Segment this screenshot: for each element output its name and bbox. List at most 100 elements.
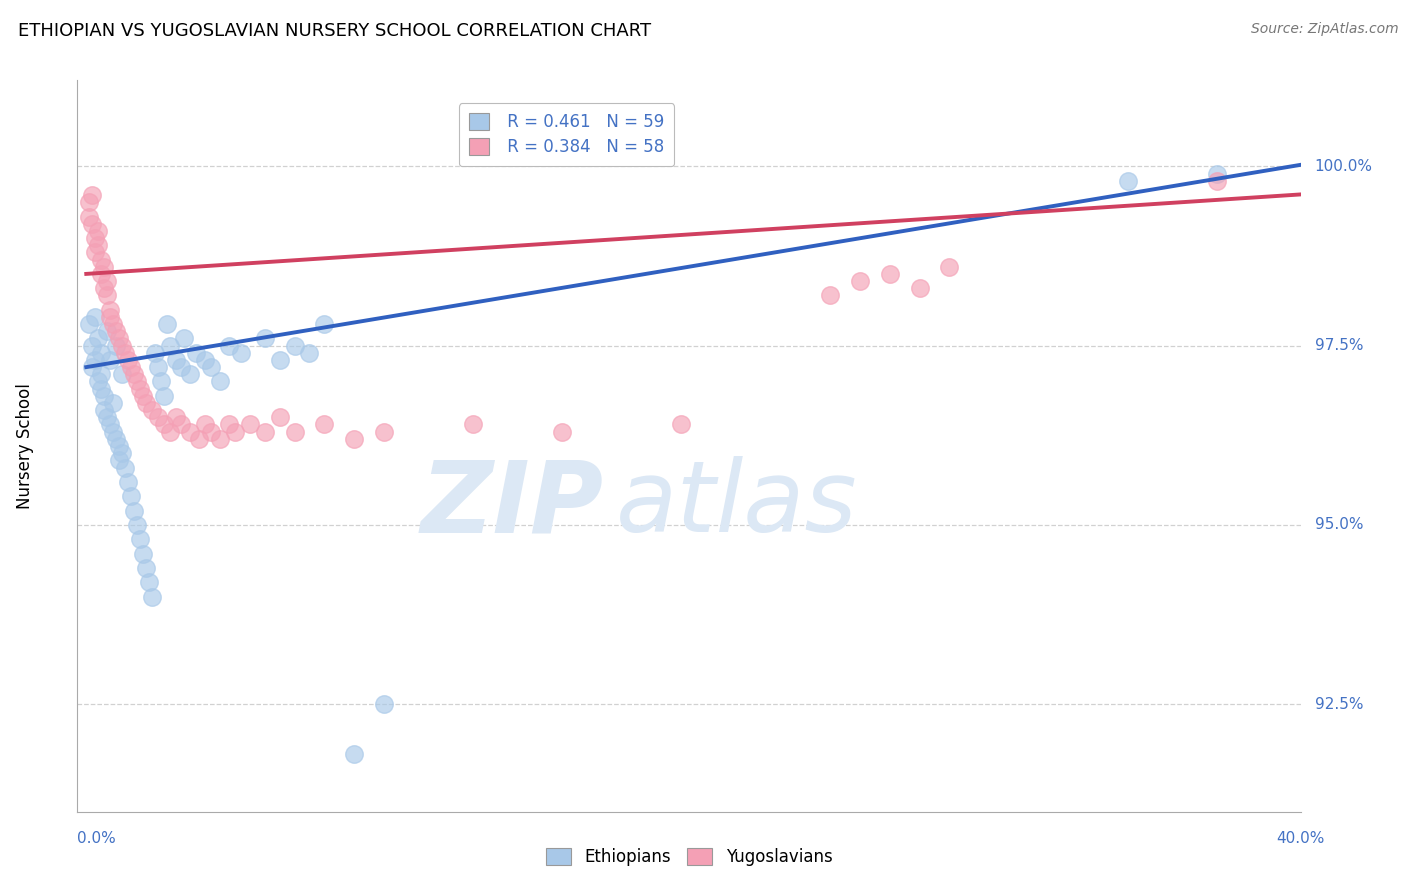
Legend: Ethiopians, Yugoslavians: Ethiopians, Yugoslavians <box>538 841 839 873</box>
Point <box>84 245 107 260</box>
Point <box>96 324 118 338</box>
Point <box>87 224 110 238</box>
Point <box>269 353 291 368</box>
Point <box>105 338 128 352</box>
Point <box>179 368 201 382</box>
Point <box>90 267 112 281</box>
Point <box>314 417 336 432</box>
Point <box>218 417 240 432</box>
Point <box>159 338 181 352</box>
Point <box>90 252 112 267</box>
Point <box>194 417 217 432</box>
Point <box>188 432 211 446</box>
Text: 95.0%: 95.0% <box>1315 517 1362 533</box>
Point <box>173 331 195 345</box>
Point <box>179 425 201 439</box>
Point <box>122 368 145 382</box>
Point <box>849 274 872 288</box>
Text: Source: ZipAtlas.com: Source: ZipAtlas.com <box>1251 22 1399 37</box>
Point <box>879 267 901 281</box>
Point <box>463 417 485 432</box>
Point <box>93 389 115 403</box>
Point <box>135 561 157 575</box>
Point <box>159 425 181 439</box>
Point <box>77 210 100 224</box>
Point <box>1206 167 1229 181</box>
Point <box>186 345 208 359</box>
Point <box>165 353 187 368</box>
Point <box>269 410 291 425</box>
Text: 0.0%: 0.0% <box>77 831 117 846</box>
Point <box>90 382 112 396</box>
Point <box>156 317 179 331</box>
Point <box>284 425 307 439</box>
Point <box>373 697 395 711</box>
Point <box>96 288 118 302</box>
Point <box>90 345 112 359</box>
Point <box>122 503 145 517</box>
Point <box>908 281 931 295</box>
Text: 97.5%: 97.5% <box>1315 338 1362 353</box>
Text: Nursery School: Nursery School <box>17 383 34 509</box>
Point <box>87 331 110 345</box>
Point <box>98 302 121 317</box>
Point <box>82 217 104 231</box>
Point <box>114 460 136 475</box>
Point <box>84 231 107 245</box>
Text: ZIP: ZIP <box>420 456 603 553</box>
Point <box>239 417 262 432</box>
Point <box>141 590 163 604</box>
Point <box>671 417 693 432</box>
Point <box>938 260 960 274</box>
Point <box>77 195 100 210</box>
Point <box>314 317 336 331</box>
Point <box>1206 174 1229 188</box>
Point <box>125 517 148 532</box>
Point <box>373 425 395 439</box>
Point <box>82 338 104 352</box>
Point <box>132 389 155 403</box>
Point <box>105 324 128 338</box>
Point <box>146 410 169 425</box>
Point <box>143 345 166 359</box>
Point <box>209 375 232 389</box>
Point <box>108 439 131 453</box>
Point <box>93 260 115 274</box>
Point <box>98 310 121 324</box>
Point <box>138 575 160 590</box>
Point <box>194 353 217 368</box>
Point <box>120 360 142 375</box>
Point <box>200 360 222 375</box>
Point <box>117 353 139 368</box>
Point <box>111 368 134 382</box>
Point <box>149 375 172 389</box>
Point <box>96 274 118 288</box>
Point <box>87 375 110 389</box>
Point <box>82 360 104 375</box>
Point <box>128 382 150 396</box>
Point <box>1116 174 1139 188</box>
Point <box>96 410 118 425</box>
Point <box>77 317 100 331</box>
Point <box>343 432 366 446</box>
Point <box>218 338 240 352</box>
Text: 100.0%: 100.0% <box>1315 159 1372 174</box>
Text: atlas: atlas <box>616 456 858 553</box>
Point <box>128 533 150 547</box>
Point <box>135 396 157 410</box>
Point <box>152 417 174 432</box>
Point <box>98 417 121 432</box>
Point <box>132 547 155 561</box>
Point <box>84 353 107 368</box>
Text: ETHIOPIAN VS YUGOSLAVIAN NURSERY SCHOOL CORRELATION CHART: ETHIOPIAN VS YUGOSLAVIAN NURSERY SCHOOL … <box>18 22 651 40</box>
Point <box>253 331 276 345</box>
Point <box>82 188 104 202</box>
Text: 92.5%: 92.5% <box>1315 697 1362 712</box>
Text: 40.0%: 40.0% <box>1277 831 1324 846</box>
Point <box>101 425 124 439</box>
Point <box>141 403 163 417</box>
Point <box>98 353 121 368</box>
Point <box>111 338 134 352</box>
Point <box>101 396 124 410</box>
Point <box>87 238 110 252</box>
